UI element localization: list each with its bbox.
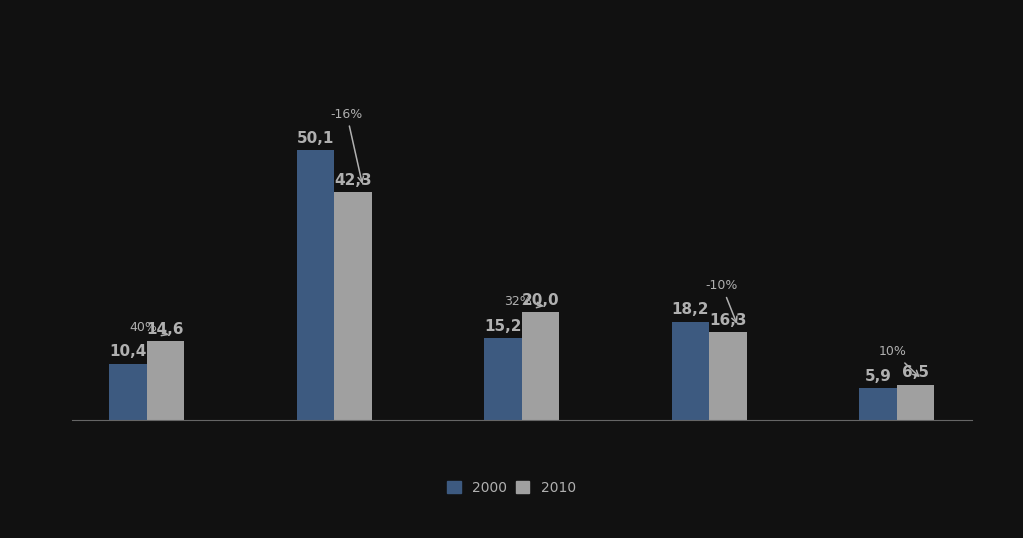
Legend: 2000, 2010: 2000, 2010 (443, 477, 580, 499)
Bar (146, 341, 184, 420)
Bar (709, 332, 747, 420)
Text: 16,3: 16,3 (709, 313, 747, 328)
Text: -16%: -16% (330, 108, 363, 182)
Bar (484, 338, 522, 420)
Text: 42,3: 42,3 (335, 173, 371, 188)
Text: 15,2: 15,2 (484, 318, 522, 334)
Text: 32%: 32% (504, 295, 542, 308)
Text: 14,6: 14,6 (146, 322, 184, 337)
Text: 10%: 10% (879, 345, 919, 376)
Bar (109, 364, 146, 420)
Bar (897, 385, 934, 420)
Text: 40%: 40% (129, 321, 168, 336)
Bar (522, 312, 560, 420)
Text: 18,2: 18,2 (672, 302, 709, 317)
Text: 6,5: 6,5 (902, 365, 929, 380)
Text: -10%: -10% (706, 279, 738, 322)
Text: 20,0: 20,0 (522, 293, 560, 308)
Text: 50,1: 50,1 (297, 131, 335, 146)
Bar (672, 322, 709, 420)
Text: 5,9: 5,9 (864, 369, 891, 384)
Bar (859, 388, 897, 420)
Bar (297, 150, 335, 420)
Text: 10,4: 10,4 (109, 344, 146, 359)
Bar (335, 192, 371, 420)
